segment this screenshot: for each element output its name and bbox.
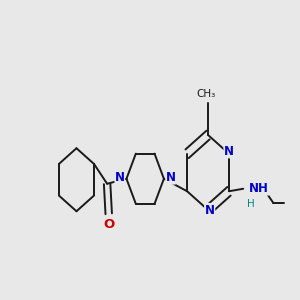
Text: NH: NH <box>249 182 269 195</box>
Text: N: N <box>115 171 125 184</box>
Text: H: H <box>247 199 254 209</box>
Text: N: N <box>205 203 215 217</box>
Text: N: N <box>224 145 234 158</box>
Text: O: O <box>103 218 114 231</box>
Text: N: N <box>166 171 176 184</box>
Text: CH₃: CH₃ <box>197 89 216 99</box>
